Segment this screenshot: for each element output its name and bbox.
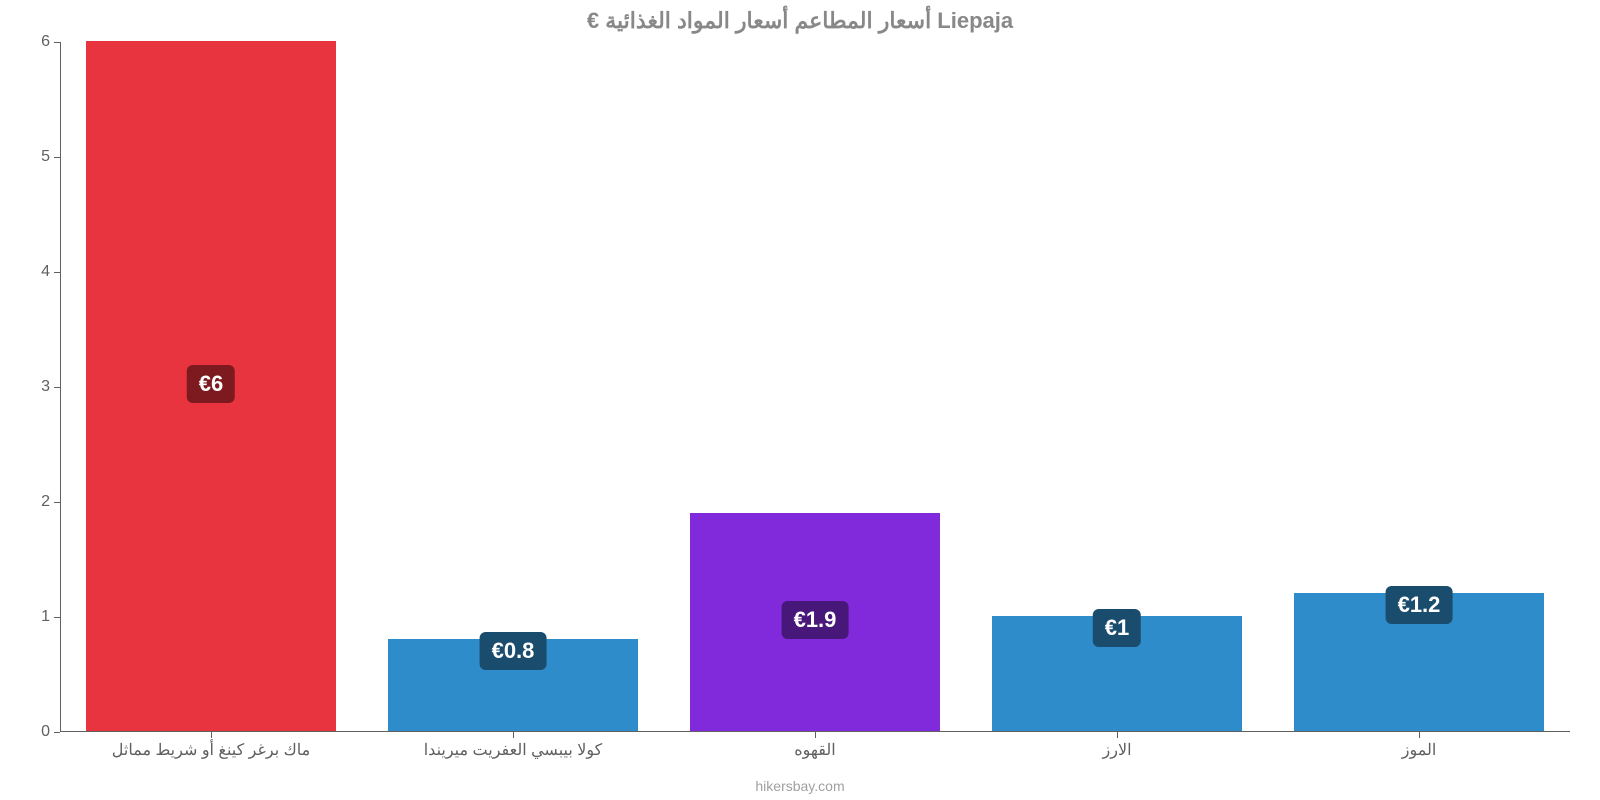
x-tick [1117,732,1118,738]
x-tick-label: ماك برغر كينغ أو شريط مماثل [112,740,310,760]
x-tick [513,732,514,738]
y-tick [54,387,60,388]
y-tick [54,272,60,273]
value-badge: €0.8 [480,632,547,670]
plot-area: 0123456ماك برغر كينغ أو شريط مماثل€6كولا… [60,42,1570,732]
chart-title: € أسعار المطاعم أسعار المواد الغذائية Li… [0,8,1600,34]
y-tick-label: 4 [20,263,50,281]
y-axis [60,42,61,732]
x-tick-label: الموز [1402,740,1437,760]
x-tick-label: الارز [1102,740,1131,760]
value-badge: €6 [187,365,235,403]
value-badge: €1.2 [1386,586,1453,624]
value-badge: €1 [1093,609,1141,647]
y-tick-label: 3 [20,378,50,396]
x-tick [815,732,816,738]
y-tick [54,42,60,43]
y-tick-label: 1 [20,608,50,626]
y-tick-label: 0 [20,723,50,741]
x-tick-label: القهوه [794,740,835,760]
y-tick [54,157,60,158]
y-tick [54,502,60,503]
source-label: hikersbay.com [0,778,1600,794]
y-tick [54,732,60,733]
y-tick-label: 2 [20,493,50,511]
y-tick-label: 5 [20,148,50,166]
y-tick-label: 6 [20,33,50,51]
value-badge: €1.9 [782,601,849,639]
chart-container: € أسعار المطاعم أسعار المواد الغذائية Li… [0,0,1600,800]
x-tick [1419,732,1420,738]
y-tick [54,617,60,618]
x-tick [211,732,212,738]
x-tick-label: كولا بيبسي العفريت ميريندا [424,740,603,760]
